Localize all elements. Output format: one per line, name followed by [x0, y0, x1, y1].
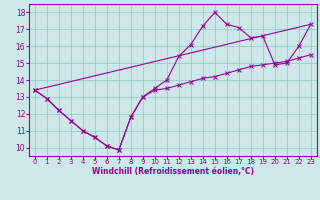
X-axis label: Windchill (Refroidissement éolien,°C): Windchill (Refroidissement éolien,°C)	[92, 167, 254, 176]
